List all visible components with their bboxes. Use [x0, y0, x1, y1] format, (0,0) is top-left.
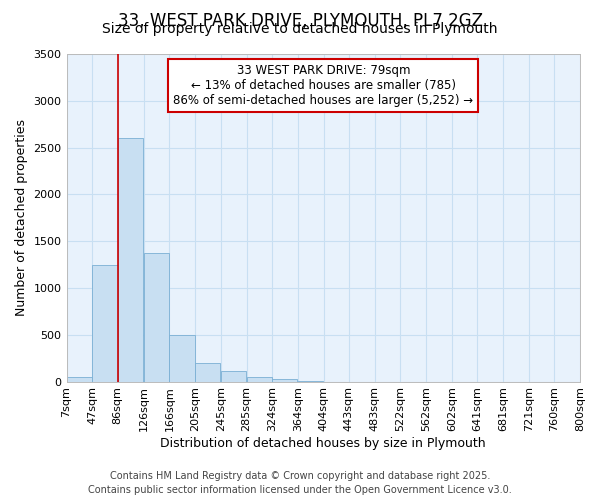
Bar — [67, 377, 92, 382]
Bar — [272, 379, 297, 382]
Bar — [247, 377, 272, 382]
Bar — [221, 372, 246, 382]
Text: 33 WEST PARK DRIVE: 79sqm
← 13% of detached houses are smaller (785)
86% of semi: 33 WEST PARK DRIVE: 79sqm ← 13% of detac… — [173, 64, 473, 107]
Bar — [92, 264, 118, 382]
Bar — [118, 138, 143, 382]
Text: 33, WEST PARK DRIVE, PLYMOUTH, PL7 2GZ: 33, WEST PARK DRIVE, PLYMOUTH, PL7 2GZ — [118, 12, 482, 30]
Bar — [298, 380, 323, 382]
Text: Contains HM Land Registry data © Crown copyright and database right 2025.
Contai: Contains HM Land Registry data © Crown c… — [88, 471, 512, 495]
Bar — [169, 335, 195, 382]
X-axis label: Distribution of detached houses by size in Plymouth: Distribution of detached houses by size … — [160, 437, 486, 450]
Bar — [195, 363, 220, 382]
Text: Size of property relative to detached houses in Plymouth: Size of property relative to detached ho… — [102, 22, 498, 36]
Bar — [143, 254, 169, 382]
Y-axis label: Number of detached properties: Number of detached properties — [15, 120, 28, 316]
